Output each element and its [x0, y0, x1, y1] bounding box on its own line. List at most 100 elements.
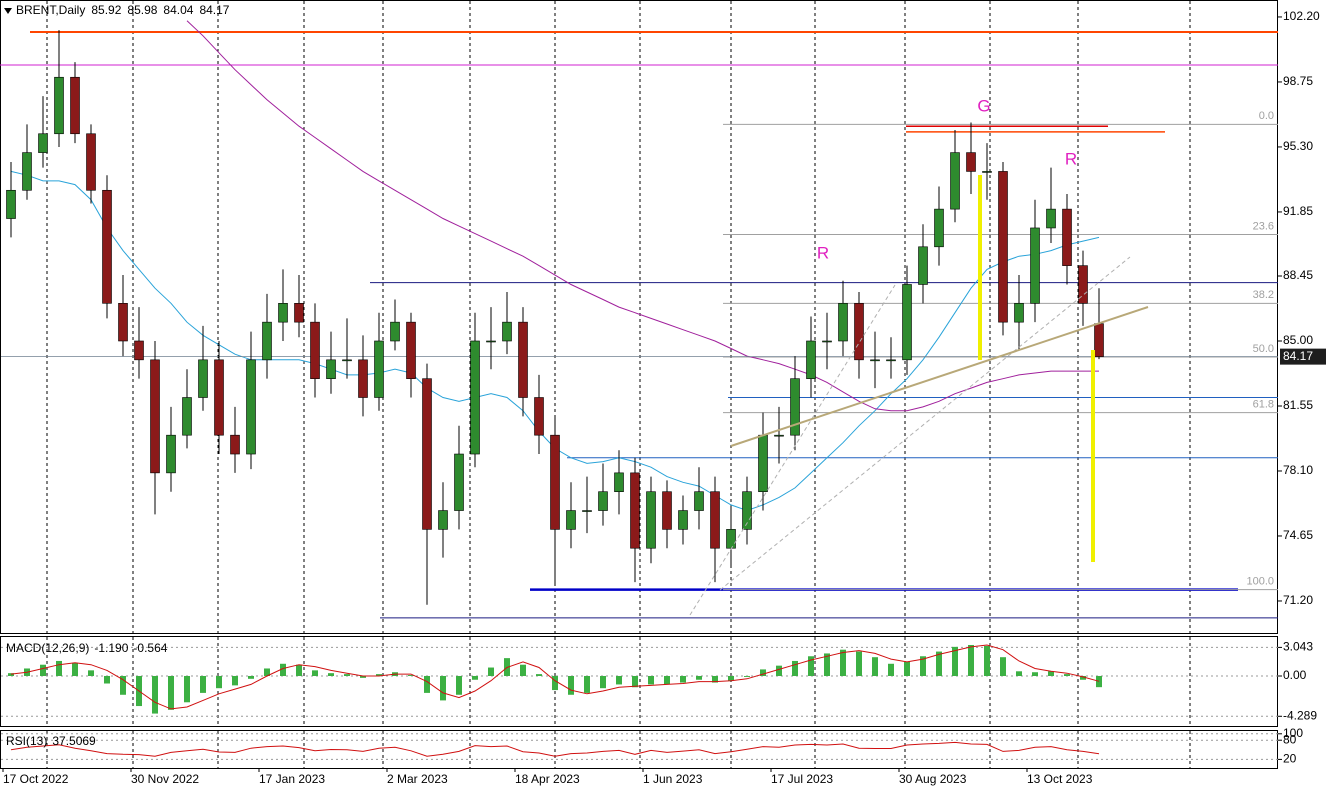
- candle-body: [438, 510, 448, 530]
- y-tick-label: 0.00: [1283, 668, 1307, 682]
- candle-body: [422, 378, 432, 530]
- symbol-header: BRENT,Daily 85.92 85.98 84.04 84.17: [16, 3, 230, 17]
- candle-body: [710, 491, 720, 549]
- y-tick-label: 20: [1283, 752, 1297, 766]
- candle-body: [342, 359, 352, 362]
- x-tick-label: 18 Apr 2023: [515, 772, 580, 786]
- candle-body: [246, 359, 256, 455]
- candle-body: [214, 359, 224, 436]
- last-price-box: [1280, 348, 1326, 365]
- fib-label: 61.8: [1253, 398, 1274, 410]
- macd-bar: [184, 675, 190, 703]
- candle-body: [150, 359, 160, 474]
- candle-body: [230, 434, 240, 455]
- candle-body: [374, 340, 384, 398]
- x-tick-label: 30 Aug 2023: [899, 772, 967, 786]
- x-tick-label: 13 Oct 2023: [1027, 772, 1093, 786]
- macd-bar: [264, 668, 270, 676]
- macd-bar: [616, 675, 622, 685]
- macd-bar: [40, 664, 46, 676]
- trend-channel: [689, 284, 896, 616]
- indicator-name: MACD(12,26,9): [6, 641, 89, 655]
- fib-label: 23.6: [1253, 220, 1274, 232]
- y-tick-label: 80: [1283, 732, 1297, 746]
- macd-bar: [488, 667, 494, 676]
- x-tick-label: 2 Mar 2023: [387, 772, 448, 786]
- macd-bar: [232, 675, 238, 686]
- macd-bar: [248, 675, 254, 679]
- ohlc-readout: 85.92: [91, 3, 121, 17]
- candle-body: [534, 397, 544, 436]
- candle-body: [38, 133, 48, 153]
- macd-bar: [152, 675, 158, 714]
- macd-bar: [376, 674, 382, 676]
- macd-bar: [1016, 671, 1022, 676]
- macd-bar: [840, 649, 846, 676]
- y-tick-label: 81.55: [1283, 398, 1313, 412]
- macd-panel-frame: [0, 636, 1278, 727]
- macd-bar: [1096, 675, 1102, 688]
- candle-body: [390, 321, 400, 342]
- macd-bar: [168, 675, 174, 710]
- macd-bar: [568, 675, 574, 695]
- x-tick-label: 1 Jun 2023: [643, 772, 703, 786]
- macd-bar: [1032, 672, 1038, 676]
- candle-body: [54, 76, 64, 135]
- macd-bar: [664, 675, 670, 685]
- candle-body: [646, 491, 656, 549]
- ohlc-readout: 84.17: [199, 3, 229, 17]
- last-price-label: 84.17: [1283, 349, 1313, 363]
- candle-body: [294, 303, 304, 323]
- candle-body: [278, 303, 288, 323]
- rsi-line: [10, 741, 1100, 757]
- macd-bar: [1064, 674, 1070, 676]
- candle-body: [262, 321, 272, 361]
- candle-body: [678, 510, 688, 530]
- macd-bar: [552, 675, 558, 691]
- candle-body: [566, 510, 576, 530]
- macd-bar: [984, 645, 990, 676]
- fib-label: 0.0: [1259, 110, 1274, 122]
- annotation: R: [817, 243, 829, 262]
- fib-label: 100.0: [1246, 576, 1274, 588]
- macd-bar: [312, 670, 318, 676]
- fib-label: 50.0: [1253, 343, 1274, 355]
- drawings: [689, 175, 1149, 616]
- candle-body: [934, 208, 944, 248]
- macd-bar: [808, 656, 814, 676]
- y-tick-label: 100: [1283, 726, 1303, 740]
- macd-bar: [744, 675, 750, 677]
- candle-body: [1062, 208, 1072, 266]
- macd-bar: [872, 657, 878, 676]
- candle-body: [1014, 303, 1024, 323]
- macd-bar: [216, 675, 222, 689]
- macd-bar: [56, 660, 62, 676]
- macd-bar: [200, 675, 206, 693]
- candle-body: [598, 491, 608, 511]
- macd-bar: [520, 664, 526, 676]
- macd-bar: [920, 656, 926, 676]
- candle-body: [454, 453, 464, 511]
- indicator-readout: -1.190: [94, 641, 128, 655]
- indicator-readout: -0.564: [133, 641, 167, 655]
- candle-body: [118, 303, 128, 342]
- y-tick-label: -4.289: [1283, 708, 1317, 722]
- candle-body: [790, 378, 800, 436]
- y-tick-label: 78.10: [1283, 463, 1313, 477]
- dropdown-icon[interactable]: [4, 8, 12, 14]
- macd-bar: [360, 675, 366, 678]
- macd-bar: [888, 663, 894, 676]
- candle-body: [662, 491, 672, 530]
- candle-body: [310, 321, 320, 379]
- candle-body: [774, 434, 784, 437]
- fib-label: 38.2: [1253, 289, 1274, 301]
- candle-body: [134, 340, 144, 361]
- y-tick-label: 74.65: [1283, 528, 1313, 542]
- candle-body: [758, 434, 768, 493]
- macd-bar: [648, 675, 654, 685]
- candle-body: [822, 340, 832, 343]
- candle-body: [630, 472, 640, 549]
- macd-bar: [712, 675, 718, 683]
- macd-bar: [936, 651, 942, 676]
- macd-bar: [584, 675, 590, 693]
